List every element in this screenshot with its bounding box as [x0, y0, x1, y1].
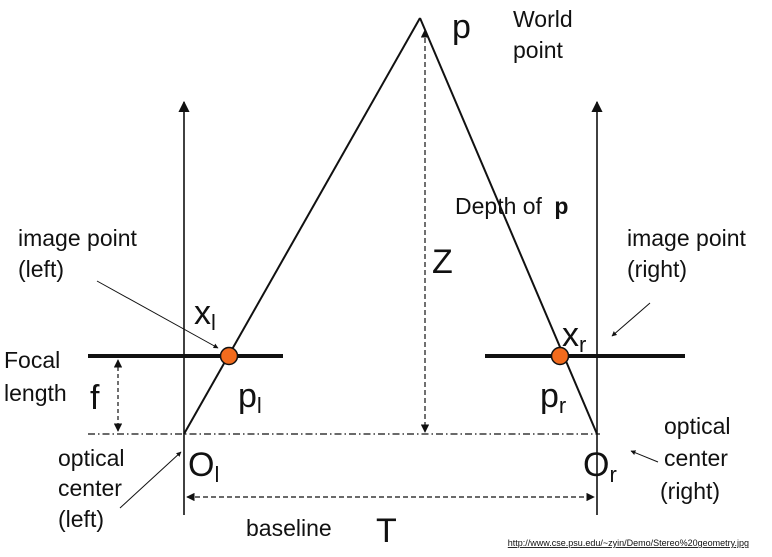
image-point-left-marker — [219, 346, 239, 366]
optical-center-left-pointer — [119, 451, 182, 509]
p-left-label: pl — [238, 377, 262, 418]
p-left-sub: l — [257, 393, 262, 418]
depth-label: Depth of p — [455, 193, 568, 219]
depth-Z-label: Z — [432, 243, 453, 281]
image-point-right-pointer — [611, 302, 651, 337]
image-point-left-label-line1: image point — [18, 225, 138, 251]
world-point-p-label: p — [452, 8, 471, 46]
p-left-main: p — [238, 377, 257, 415]
image-point-right-label-line1: image point — [627, 225, 747, 251]
x-left-sub: l — [211, 310, 216, 335]
x-left-main: x — [194, 294, 211, 332]
optical-center-left-label-line3: (left) — [58, 506, 104, 532]
p-right-sub: r — [559, 393, 566, 418]
image-point-left-pointer — [96, 280, 219, 349]
optical-center-left-label-line1: optical — [58, 445, 124, 471]
image-point-right-label-line2: (right) — [627, 256, 687, 282]
optical-center-right-label-line3: (right) — [660, 478, 720, 504]
x-right-label: xr — [562, 316, 586, 357]
focal-length-label-line1: Focal — [4, 347, 60, 373]
O-right-main: O — [583, 446, 609, 484]
focal-f-label: f — [90, 379, 100, 417]
source-url[interactable]: http://www.cse.psu.edu/~zyin/Demo/Stereo… — [508, 538, 749, 548]
x-right-sub: r — [579, 332, 586, 357]
left-ray — [183, 17, 421, 435]
optical-center-right-symbol: Or — [583, 446, 617, 487]
optical-center-right-label-line1: optical — [664, 413, 730, 439]
optical-center-left-label-line2: center — [58, 475, 122, 501]
world-point-label-line2: point — [513, 37, 563, 63]
focal-length-label-line2: length — [4, 380, 67, 406]
baseline-T-label: T — [376, 512, 397, 550]
O-left-main: O — [188, 446, 214, 484]
world-point-label-line1: World — [513, 6, 573, 32]
right-ray — [419, 17, 598, 435]
depth-label-text: Depth of — [455, 193, 543, 219]
image-point-left-label-line2: (left) — [18, 256, 64, 282]
optical-center-right-label-line2: center — [664, 445, 728, 471]
p-right-label: pr — [540, 377, 566, 418]
O-left-sub: l — [214, 462, 219, 487]
image-point-right-marker — [550, 346, 570, 366]
p-right-main: p — [540, 377, 559, 415]
baseline-label: baseline — [246, 515, 332, 541]
optical-center-left-symbol: Ol — [188, 446, 219, 487]
x-right-main: x — [562, 316, 579, 354]
x-left-label: xl — [194, 294, 216, 335]
O-right-sub: r — [609, 462, 616, 487]
optical-center-right-pointer — [630, 450, 659, 463]
depth-label-p: p — [554, 193, 568, 219]
